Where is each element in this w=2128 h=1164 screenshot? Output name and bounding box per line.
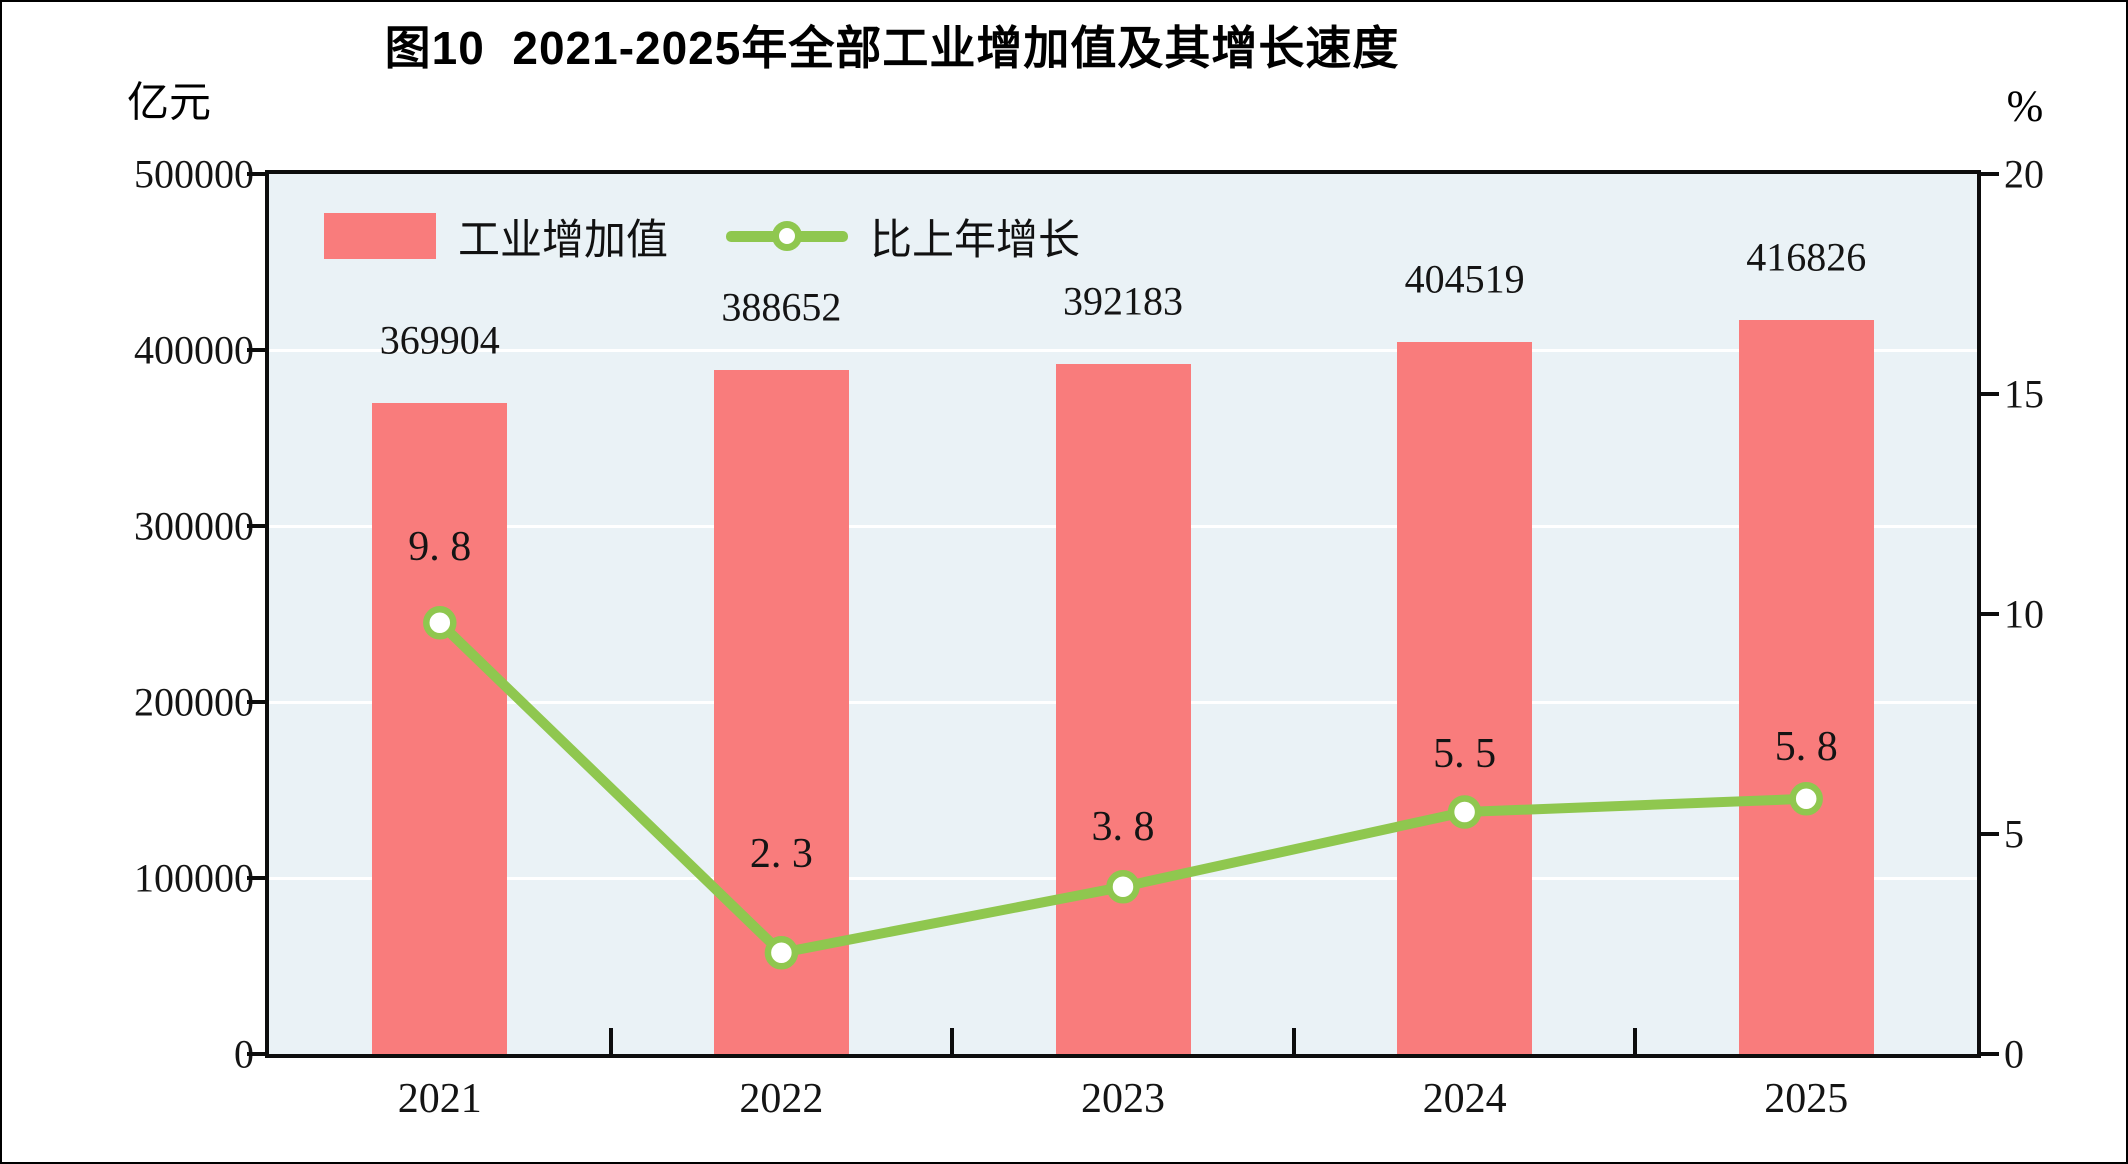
line-marker-2024 xyxy=(1447,795,1482,829)
line-value-2023: 3. 8 xyxy=(1091,803,1155,850)
bar-value-2025: 416826 xyxy=(1746,234,1867,280)
right-tick xyxy=(1981,1052,1999,1056)
bar-value-2023: 392183 xyxy=(1063,278,1183,324)
legend-bar-label: 工业增加值 xyxy=(458,215,669,263)
x-tick-label-2023: 2023 xyxy=(1081,1076,1165,1122)
left-tick xyxy=(247,1052,265,1056)
right-tick-label: 5 xyxy=(2004,811,2024,857)
line-value-2022: 2. 3 xyxy=(749,830,813,877)
bottom-tick xyxy=(608,1028,613,1054)
line-marker-2022 xyxy=(764,936,799,970)
right-tick xyxy=(1981,172,1999,176)
bar-2021 xyxy=(372,402,508,1054)
legend-line-marker-icon xyxy=(772,221,803,251)
left-tick xyxy=(247,876,265,880)
gridline xyxy=(269,348,1977,352)
legend: 工业增加值 比上年增长 xyxy=(324,206,1080,266)
bar-value-2024: 404519 xyxy=(1404,256,1525,302)
left-tick xyxy=(247,348,265,352)
left-tick-label: 300000 xyxy=(134,503,254,549)
left-tick-label: 200000 xyxy=(134,679,254,725)
plot-area: 工业增加值 比上年增长 369904 388652 392183 404519 4168… xyxy=(247,170,1999,1058)
right-tick-label: 15 xyxy=(2004,371,2044,417)
bottom-tick xyxy=(1291,1028,1296,1054)
bar-value-2022: 388652 xyxy=(721,284,842,330)
bar-2025 xyxy=(1738,320,1874,1054)
left-tick xyxy=(247,172,265,176)
right-tick xyxy=(1981,612,1999,616)
bar-2024 xyxy=(1397,342,1533,1054)
left-tick-label: 100000 xyxy=(134,855,254,901)
left-tick xyxy=(247,524,265,528)
right-axis-unit: % xyxy=(2006,81,2044,131)
left-tick-label: 0 xyxy=(234,1031,254,1077)
bottom-tick xyxy=(1633,1028,1638,1054)
chart-title: 图10 2021-2025年全部工业增加值及其增长速度 xyxy=(384,22,1400,74)
x-tick-label-2021: 2021 xyxy=(397,1076,482,1122)
line-marker-2021 xyxy=(423,606,457,640)
legend-line-label: 比上年增长 xyxy=(870,215,1081,263)
right-tick xyxy=(1981,832,1999,836)
line-value-2021: 9. 8 xyxy=(408,523,472,570)
left-tick xyxy=(247,700,265,704)
bar-value-2021: 369904 xyxy=(379,317,500,363)
right-tick-label: 0 xyxy=(2004,1031,2024,1077)
right-tick-label: 20 xyxy=(2004,151,2044,197)
legend-line-swatch-icon xyxy=(726,213,849,259)
bottom-tick xyxy=(950,1028,955,1054)
bar-2023 xyxy=(1055,363,1191,1054)
left-tick-label: 400000 xyxy=(134,327,254,373)
left-axis-unit: 亿元 xyxy=(126,78,212,126)
line-value-2025: 5. 8 xyxy=(1774,723,1838,770)
legend-bar-swatch-icon xyxy=(324,213,436,259)
growth-line xyxy=(423,606,1823,970)
right-tick xyxy=(1981,392,1999,396)
line-value-2024: 5. 5 xyxy=(1433,731,1497,777)
line-marker-2025 xyxy=(1789,782,1823,816)
right-tick-label: 10 xyxy=(2004,591,2044,637)
line-marker-2023 xyxy=(1106,870,1140,904)
x-tick-label-2022: 2022 xyxy=(739,1076,824,1122)
x-tick-label-2025: 2025 xyxy=(1764,1076,1849,1122)
left-tick-label: 500000 xyxy=(134,151,254,197)
x-tick-label-2024: 2024 xyxy=(1422,1076,1507,1122)
